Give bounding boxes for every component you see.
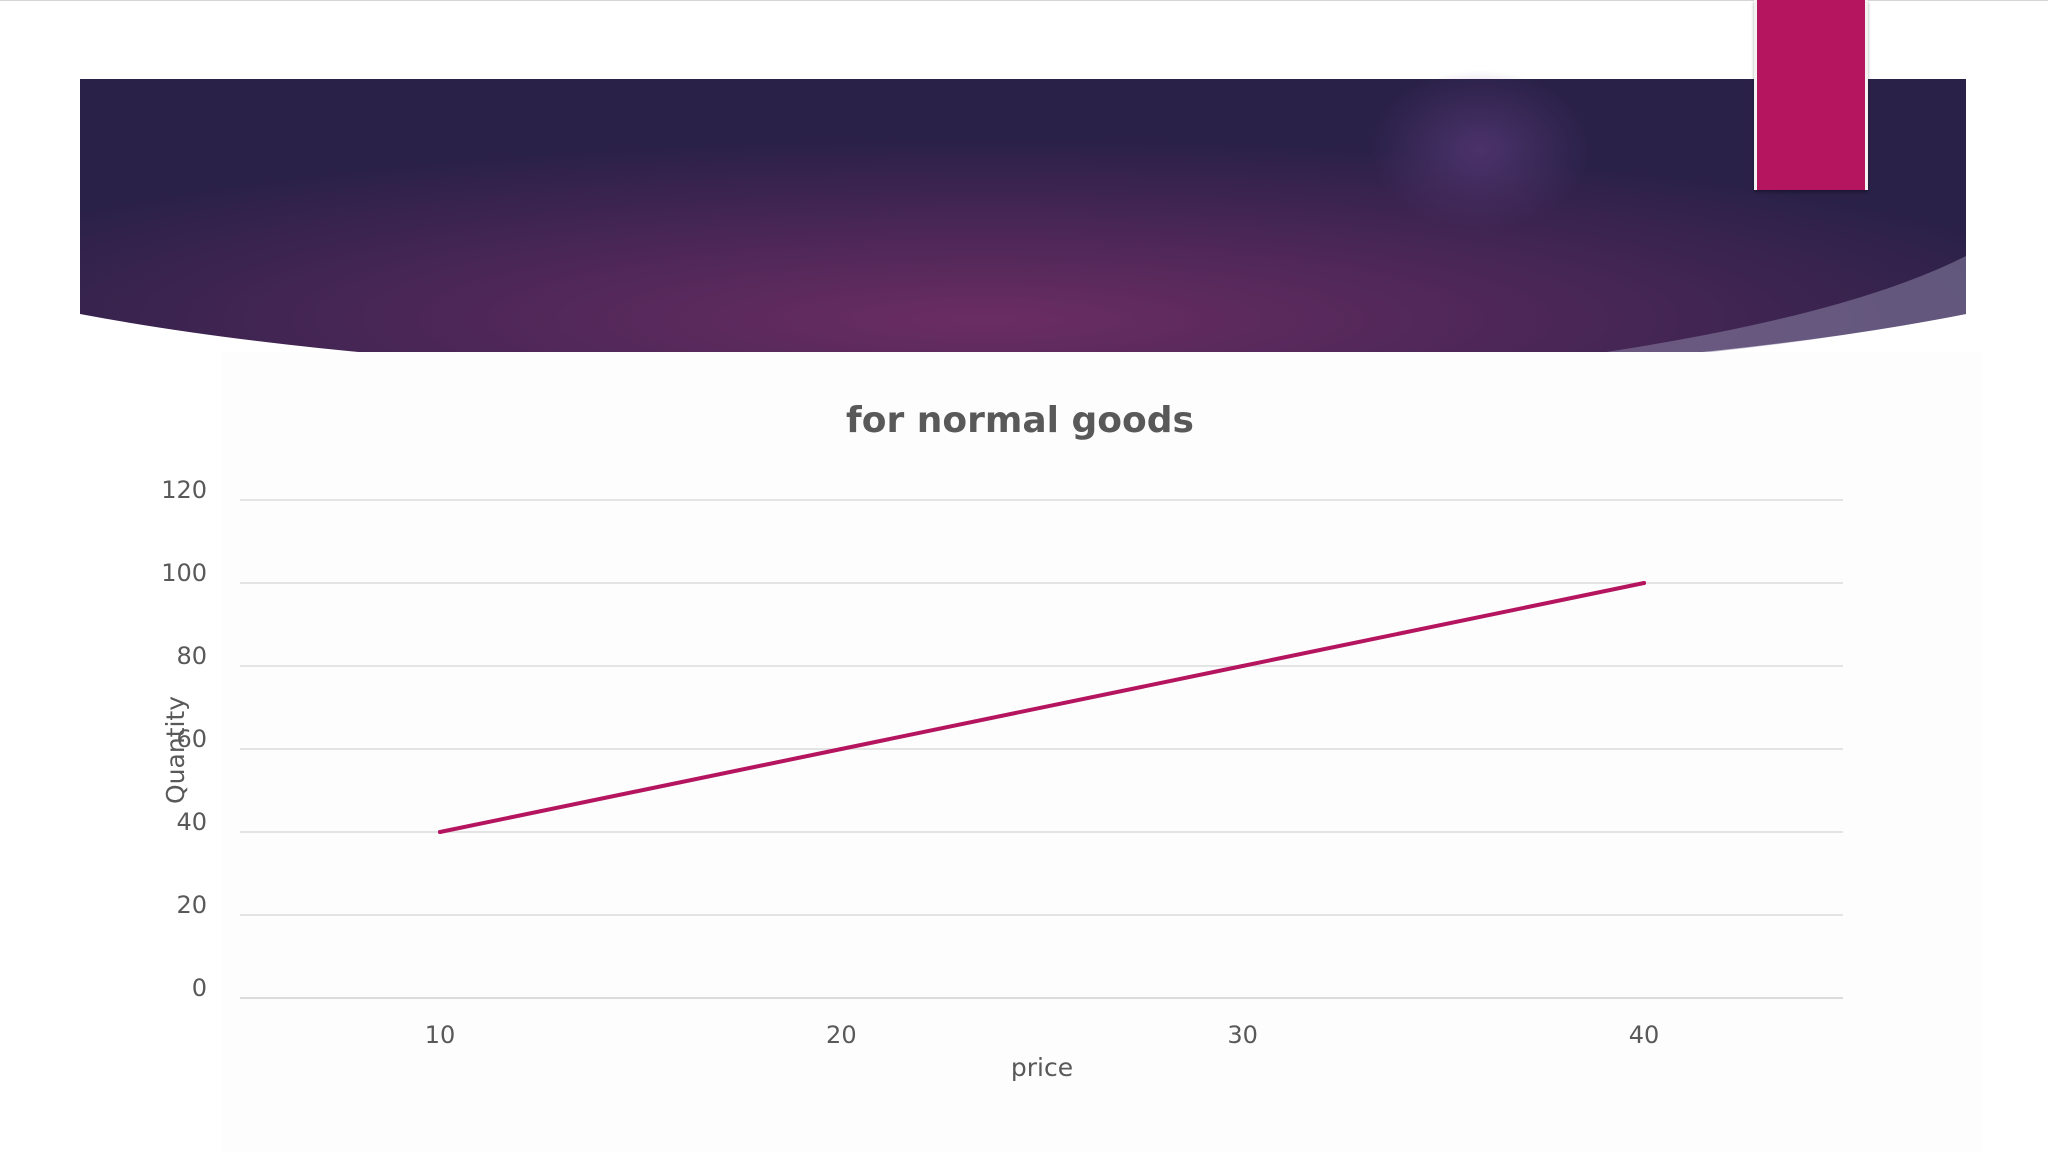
series-line: [438, 581, 1646, 834]
x-axis-label: price: [1011, 1053, 1073, 1082]
data-point: [1642, 581, 1646, 585]
y-tick-label: 20: [176, 891, 207, 919]
x-tick-label: 20: [826, 1021, 857, 1049]
y-axis-label: Quantity: [161, 696, 190, 804]
data-point: [839, 747, 844, 751]
chart-background: [222, 352, 1982, 1152]
y-tick-label: 0: [192, 974, 207, 1002]
y-tick-label: 80: [176, 642, 207, 670]
x-tick-label: 10: [425, 1021, 456, 1049]
x-tick-label: 40: [1629, 1021, 1660, 1049]
x-tick-label: 30: [1227, 1021, 1258, 1049]
y-tick-label: 40: [176, 808, 207, 836]
data-point: [1240, 664, 1245, 668]
series-group: [438, 581, 1646, 834]
accent-bookmark-tab: [1754, 0, 1868, 190]
chart-title: for normal goods: [846, 400, 1194, 441]
gridlines: [240, 499, 1843, 999]
data-point: [438, 830, 442, 834]
y-tick-label: 60: [176, 725, 207, 753]
y-tick-label: 120: [161, 476, 207, 504]
slide-top-border: [0, 0, 2048, 1]
header-banner: [80, 70, 1966, 381]
y-tick-label: 100: [161, 559, 207, 587]
x-axis-ticks: 10 20 30 40: [425, 1021, 1660, 1049]
y-axis-ticks: 0 20 40 60 80 100 120: [161, 476, 207, 1002]
